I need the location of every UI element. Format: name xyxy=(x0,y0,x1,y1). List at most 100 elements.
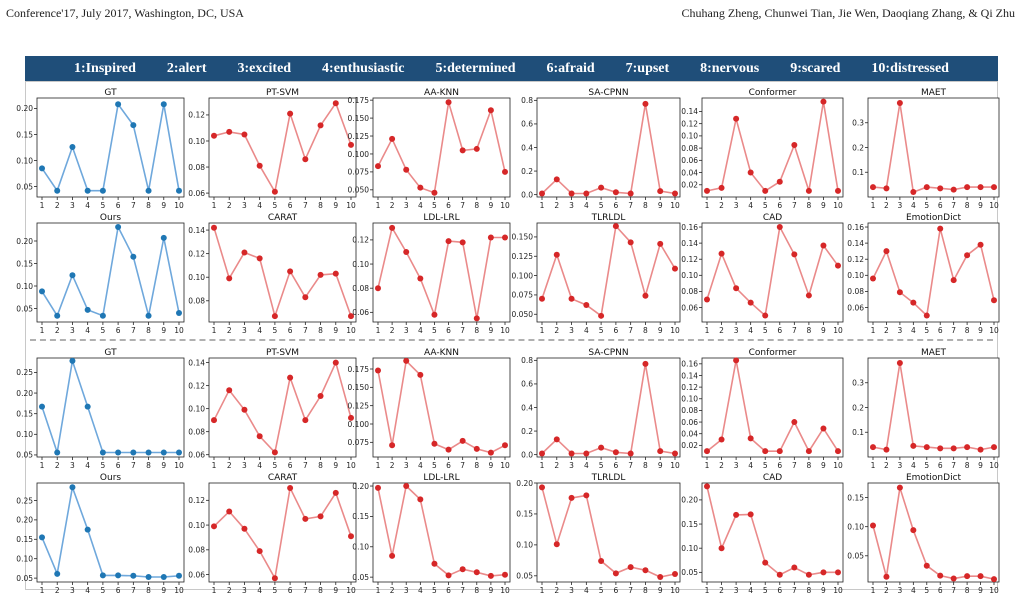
subplot-1: GT 0.05 0.10 0.15 0.20 1 2 3 4 5 6 7 8 9 10 xyxy=(16,88,185,210)
series-line xyxy=(213,485,352,581)
data-point xyxy=(657,574,664,581)
data-point xyxy=(612,570,619,577)
x-tick-label: 3 xyxy=(569,326,574,335)
y-tick-label: 0.08 xyxy=(188,427,205,436)
series-line xyxy=(41,484,180,578)
x-tick-label: 9 xyxy=(978,201,983,210)
x-tick-label: 10 xyxy=(833,586,843,595)
plot-title: SA-CPNN xyxy=(588,348,628,358)
data-point xyxy=(176,187,182,194)
x-tick-label: 1 xyxy=(376,326,381,335)
x-tick-label: 6 xyxy=(446,201,451,210)
x-tick-label: 3 xyxy=(404,201,409,210)
x-tick-label: 3 xyxy=(569,586,574,595)
data-point xyxy=(791,142,798,149)
subplot-20: CARAT 0.06 0.08 0.10 0.12 1 2 3 4 5 6 7 8 9 10 xyxy=(188,473,357,595)
x-tick-label: 6 xyxy=(777,201,782,210)
plot-title: EmotionDict xyxy=(906,473,962,483)
data-point xyxy=(598,312,605,319)
series-line xyxy=(213,101,352,195)
data-point xyxy=(241,525,248,532)
data-point xyxy=(317,122,324,129)
x-tick-label: 5 xyxy=(100,586,105,595)
y-tick-label: 0.12 xyxy=(681,119,698,128)
x-tick-label: 3 xyxy=(70,586,75,595)
plot-title: CAD xyxy=(763,473,782,483)
series-line xyxy=(706,101,839,192)
x-tick-label: 9 xyxy=(821,201,826,210)
data-point xyxy=(747,511,754,518)
subplot-11: CAD 0.06 0.08 0.10 0.12 0.14 0.16 1 2 3 4 5 6 7 8 9 10 xyxy=(681,213,844,335)
data-point xyxy=(883,248,890,255)
data-point xyxy=(950,575,957,582)
data-point xyxy=(762,312,769,319)
x-tick-label: 10 xyxy=(500,326,510,335)
data-point xyxy=(99,449,106,456)
y-tick-label: 0.12 xyxy=(681,383,698,392)
x-tick-label: 2 xyxy=(884,201,889,210)
data-point xyxy=(241,249,248,256)
x-tick-label: 6 xyxy=(613,326,618,335)
data-point xyxy=(627,239,634,246)
data-point xyxy=(820,425,827,432)
plot-title: Conformer xyxy=(749,348,797,358)
data-point xyxy=(977,184,984,191)
subplot-23: CAD 0.05 0.10 0.15 0.20 1 2 3 4 5 6 7 8 9 10 xyxy=(681,473,844,595)
x-tick-label: 9 xyxy=(821,461,826,470)
plot-title: CARAT xyxy=(268,473,298,483)
y-tick-label: 0.150 xyxy=(512,233,534,242)
data-point xyxy=(302,515,309,522)
figure-frame xyxy=(25,81,998,590)
data-point xyxy=(84,306,91,313)
x-tick-label: 4 xyxy=(418,201,423,210)
x-tick-label: 1 xyxy=(705,586,710,595)
series-line xyxy=(41,360,179,454)
data-point xyxy=(502,442,508,449)
data-point xyxy=(910,527,917,534)
x-tick-label: 9 xyxy=(161,201,166,210)
y-tick-label: 0.10 xyxy=(188,521,205,530)
x-tick-label: 9 xyxy=(978,461,983,470)
data-point xyxy=(176,310,182,316)
y-tick-label: 0.02 xyxy=(681,441,698,450)
data-point xyxy=(287,110,294,117)
x-tick-label: 10 xyxy=(346,586,356,595)
x-tick-label: 4 xyxy=(584,461,589,470)
data-point xyxy=(256,548,263,555)
data-point xyxy=(539,450,545,457)
plot-title: CARAT xyxy=(268,213,298,223)
data-point xyxy=(99,187,106,194)
x-tick-label: 2 xyxy=(554,461,559,470)
x-tick-label: 1 xyxy=(705,461,710,470)
x-tick-label: 1 xyxy=(871,326,876,335)
data-point xyxy=(583,301,590,308)
plot-axes-box xyxy=(701,97,844,198)
data-point xyxy=(145,187,152,194)
x-tick-label: 3 xyxy=(404,326,409,335)
data-point xyxy=(317,271,324,278)
x-tick-label: 3 xyxy=(242,461,247,470)
data-point xyxy=(883,185,890,192)
x-tick-label: 9 xyxy=(161,586,166,595)
legend-item-6: 6:afraid xyxy=(546,60,595,76)
x-tick-label: 7 xyxy=(792,201,797,210)
x-tick-label: 6 xyxy=(116,586,121,595)
x-tick-label: 10 xyxy=(989,201,999,210)
data-point xyxy=(302,417,309,424)
data-point xyxy=(964,444,971,451)
data-point xyxy=(883,446,890,453)
x-tick-label: 1 xyxy=(871,461,876,470)
data-point xyxy=(39,403,45,410)
x-tick-label: 10 xyxy=(833,201,843,210)
plot-title: MAET xyxy=(921,88,947,98)
x-tick-label: 2 xyxy=(554,326,559,335)
data-point xyxy=(718,436,725,443)
y-tick-label: 0.20 xyxy=(681,496,698,505)
data-point xyxy=(568,450,575,457)
x-tick-label: 5 xyxy=(272,461,277,470)
x-tick-label: 7 xyxy=(303,201,308,210)
x-tick-label: 6 xyxy=(613,586,618,595)
x-tick-label: 3 xyxy=(242,326,247,335)
